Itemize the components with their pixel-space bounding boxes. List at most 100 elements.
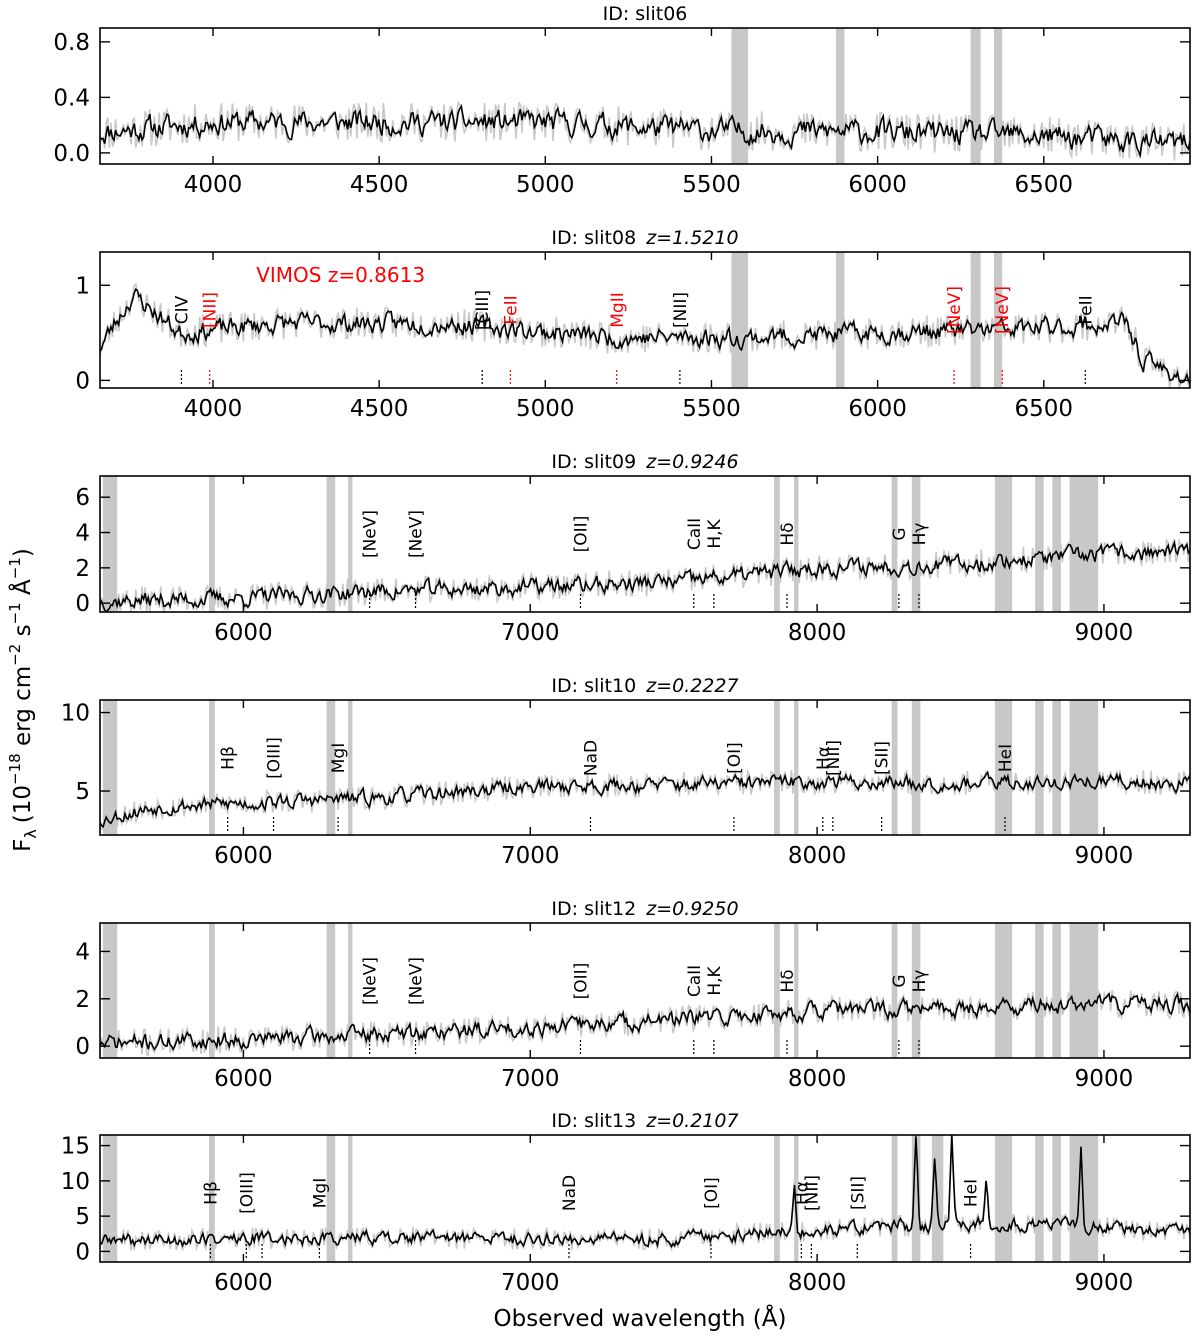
y-tick-label: 0.0: [53, 141, 90, 167]
panel-title-z: z=1.5210: [645, 227, 738, 249]
raw-spectrum: [100, 282, 1190, 388]
sky-band: [891, 1135, 898, 1262]
x-tick-label: 9000: [1075, 1270, 1134, 1296]
y-tick-label: 0: [75, 591, 90, 617]
x-tick-label: 9000: [1075, 1066, 1134, 1092]
sky-band: [911, 476, 921, 612]
panel-title-z: z=0.9250: [645, 898, 738, 920]
sky-band: [993, 28, 1003, 164]
x-tick-label: 7000: [501, 620, 560, 646]
y-axis-title-close: ): [10, 548, 36, 557]
x-tick-label: 6000: [214, 843, 273, 869]
y-tick-label: 4: [75, 521, 90, 547]
line-label: MgI: [329, 743, 349, 773]
sky-band: [1052, 700, 1061, 835]
panel-title: ID: slit06: [603, 3, 688, 25]
line-label: [SII]: [873, 741, 893, 775]
panel-2: [NeV] [NeV] [OII] CaII H,K Hδ G Hγ 6000 7000 8000 9…: [75, 451, 1191, 646]
raw-spectrum: [100, 1135, 1190, 1252]
plot-frame: [99, 27, 1191, 165]
sky-band: [326, 700, 336, 835]
sky-band: [891, 700, 898, 835]
plot-frame: [99, 1134, 1191, 1263]
sky-band: [911, 1135, 921, 1262]
raw-spectrum: [100, 537, 1190, 612]
line-label: MgII: [608, 292, 628, 328]
panel-title: ID: slit08 z=1.5210: [551, 227, 738, 249]
line-label: Hβ: [201, 1181, 221, 1205]
panel-title-id: ID: slit06: [603, 3, 688, 25]
y-axis-title: Fλ(10−18 erg cm−2 s−1 Å−1): [6, 548, 40, 852]
y-tick-label: 0: [75, 368, 90, 394]
line-label: [SII]: [848, 1176, 868, 1210]
y-tick-label: 0.4: [53, 85, 90, 111]
sky-band: [891, 923, 898, 1058]
smoothed-spectrum: [100, 287, 1190, 385]
line-label: [OI]: [702, 1177, 722, 1209]
panel-title-z: z=0.2227: [645, 675, 738, 697]
x-tick-label: 8000: [788, 1270, 847, 1296]
svg-text:Fλ(10−18 erg cm−2 s−1 Å−1): Fλ(10−18 erg cm−2 s−1 Å−1): [6, 548, 40, 852]
sky-band: [209, 1135, 215, 1262]
raw-spectrum: [100, 768, 1190, 831]
smoothed-spectrum: [100, 770, 1190, 829]
x-tick-label: 6000: [848, 396, 907, 422]
sky-band: [994, 923, 1013, 1058]
y-tick-label: 15: [61, 1134, 90, 1160]
sky-band: [774, 923, 780, 1058]
sky-band: [911, 923, 921, 1058]
line-label: [OIII]: [265, 737, 285, 779]
x-tick-label: 6000: [848, 172, 907, 198]
y-axis-title-exp2: −2: [6, 644, 24, 666]
sky-band: [994, 476, 1013, 612]
plot-frame: [99, 251, 1191, 389]
x-tick-label: 6500: [1015, 396, 1074, 422]
y-tick-label: 2: [75, 987, 90, 1013]
sky-band: [209, 476, 215, 612]
y-axis-title-f: F: [10, 839, 36, 852]
sky-band: [994, 700, 1013, 835]
sky-band: [1035, 1135, 1044, 1262]
x-tick-label: 4000: [184, 396, 243, 422]
line-label: [NeV]: [945, 286, 965, 334]
y-tick-label: 1: [75, 273, 90, 299]
panel-title-id: ID: slit13: [551, 1110, 636, 1132]
x-tick-label: 8000: [788, 843, 847, 869]
y-axis-title-exp: −18: [6, 753, 24, 785]
line-label: [NeV]: [407, 510, 427, 558]
panel-title-id: ID: slit09: [551, 451, 636, 473]
line-label: CaII: [685, 518, 705, 550]
sky-band: [993, 252, 1003, 388]
sky-band: [836, 28, 845, 164]
y-axis-title-exp1: −1: [6, 602, 24, 624]
y-tick-label: 10: [61, 1169, 90, 1195]
x-tick-label: 5500: [682, 396, 741, 422]
plot-frame: [99, 922, 1191, 1059]
y-axis-title-units: (10: [10, 785, 36, 823]
line-label: CIV: [172, 295, 192, 324]
line-label: FeII: [1076, 295, 1096, 324]
sky-band: [994, 1135, 1013, 1262]
line-label: [NeV]: [361, 510, 381, 558]
y-tick-label: 0: [75, 1239, 90, 1265]
x-tick-label: 7000: [501, 1270, 560, 1296]
line-label: [OII]: [571, 516, 591, 553]
sky-band: [1069, 923, 1099, 1058]
line-label: HeI: [996, 744, 1016, 772]
sky-band: [326, 476, 336, 612]
sky-band: [102, 1135, 118, 1262]
sky-band: [1069, 700, 1099, 835]
line-label: NaD: [560, 1175, 580, 1211]
panel-title-id: ID: slit08: [551, 227, 636, 249]
y-tick-label: 4: [75, 939, 90, 965]
x-tick-label: 7000: [501, 843, 560, 869]
y-tick-label: 0: [75, 1034, 90, 1060]
line-label: Hγ: [910, 970, 930, 993]
x-tick-label: 7000: [501, 1066, 560, 1092]
line-label: [OIII]: [237, 1172, 257, 1214]
panel-3: Hβ [OIII] MgI NaD [OI] Hα[NII] [SII] HeI 6000 700…: [61, 675, 1191, 869]
smoothed-spectrum: [100, 991, 1190, 1051]
line-label: [NII]: [802, 1175, 822, 1211]
sky-band: [102, 476, 118, 612]
